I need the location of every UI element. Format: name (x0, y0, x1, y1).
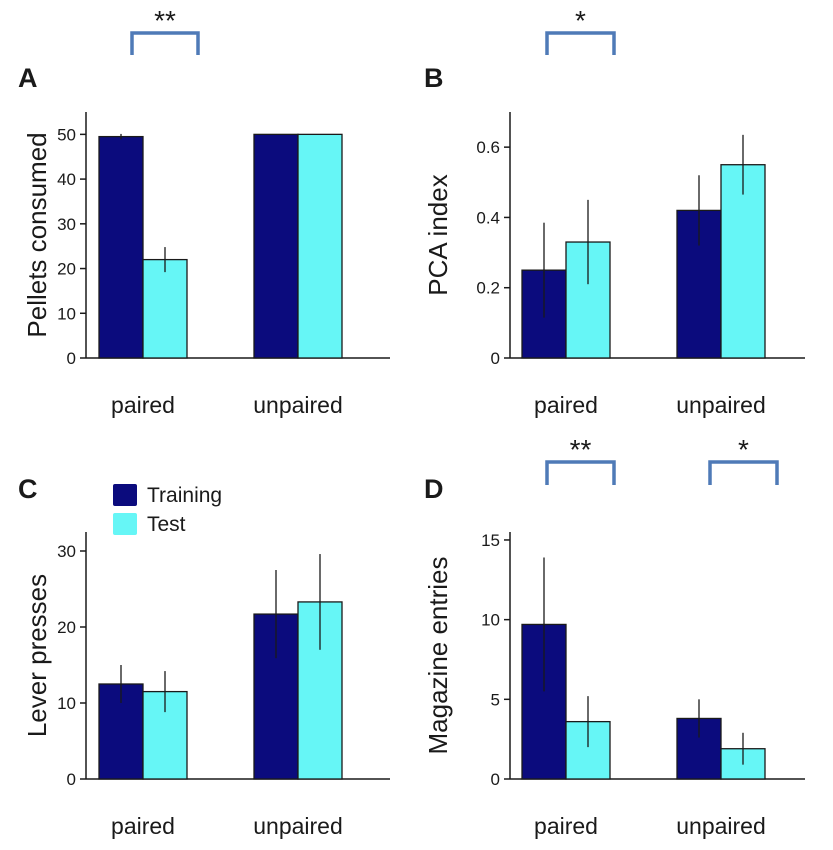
y-tick-label: 10 (481, 611, 500, 630)
panel-c: C 0 10 20 30 Lever presses paired unpaired (18, 474, 390, 839)
y-tick-label: 30 (57, 215, 76, 234)
y-tick-label: 5 (491, 690, 500, 709)
y-tick-label: 0 (491, 349, 500, 368)
y-tick-label: 20 (57, 260, 76, 279)
significance-bracket-paired (545, 31, 616, 55)
y-tick-label: 0.6 (476, 138, 500, 157)
y-tick-label: 30 (57, 542, 76, 561)
y-tick-label: 0 (67, 770, 76, 789)
category-label-unpaired: unpaired (676, 813, 766, 839)
y-tick-label: 40 (57, 170, 76, 189)
legend-swatch-test (113, 513, 137, 535)
significance-label-paired: * (575, 5, 586, 36)
y-axis-label: Magazine entries (423, 557, 453, 755)
bar-test-paired (565, 241, 611, 359)
category-label-paired: paired (111, 813, 175, 839)
y-tick-label: 15 (481, 531, 500, 550)
legend-label-training: Training (147, 484, 222, 507)
category-label-paired: paired (534, 813, 598, 839)
panel-letter: D (424, 474, 444, 504)
significance-label-unpaired: * (738, 434, 749, 465)
y-tick-label: 20 (57, 618, 76, 637)
panel-letter: B (424, 63, 444, 93)
y-tick-label: 10 (57, 304, 76, 323)
significance-bracket-paired (545, 460, 616, 485)
y-tick-label: 0.2 (476, 279, 500, 298)
significance-label-paired: ** (154, 5, 176, 36)
panel-b: B 0 0.2 0.4 0.6 PCA index paired unpaired * (423, 5, 805, 418)
y-axis-label: PCA index (423, 174, 453, 295)
bar-test-unpaired (720, 164, 766, 359)
bar-training-unpaired (253, 133, 299, 359)
panel-a: A 0 10 20 30 40 50 Pellets consumed paired unpair… (18, 5, 390, 418)
legend-label-test: Test (147, 513, 186, 536)
legend: Training Test (113, 484, 222, 536)
panel-letter: A (18, 63, 38, 93)
y-axis-label: Lever presses (22, 574, 52, 737)
category-label-unpaired: unpaired (253, 813, 343, 839)
category-label-unpaired: unpaired (676, 392, 766, 418)
y-tick-label: 0 (491, 770, 500, 789)
significance-label-paired: ** (570, 434, 592, 465)
bar-test-paired (142, 258, 188, 359)
panel-letter: C (18, 474, 38, 504)
significance-bracket-unpaired (708, 460, 779, 485)
bar-training-paired (98, 135, 144, 359)
significance-bracket-paired (130, 31, 200, 55)
category-label-paired: paired (111, 392, 175, 418)
category-label-paired: paired (534, 392, 598, 418)
y-tick-label: 0 (67, 349, 76, 368)
category-label-unpaired: unpaired (253, 392, 343, 418)
bar-test-unpaired (297, 133, 343, 359)
y-tick-label: 50 (57, 125, 76, 144)
y-tick-label: 10 (57, 694, 76, 713)
y-tick-label: 0.4 (476, 208, 500, 227)
y-axis-label: Pellets consumed (22, 132, 52, 337)
legend-swatch-training (113, 484, 137, 506)
